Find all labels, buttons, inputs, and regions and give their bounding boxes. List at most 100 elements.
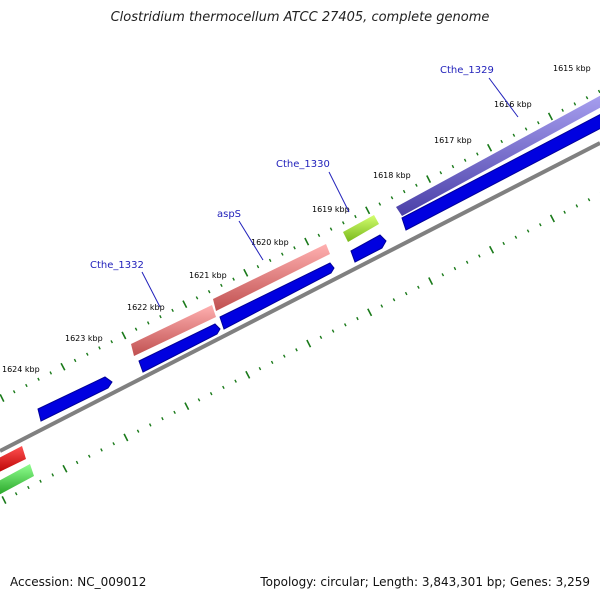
major-tick bbox=[60, 362, 66, 371]
gene-label-asps[interactable]: aspS bbox=[217, 209, 241, 220]
major-tick bbox=[426, 175, 432, 183]
map-title: Clostridium thermocellum ATCC 27405, com… bbox=[110, 10, 490, 25]
minor-tick bbox=[465, 260, 469, 264]
major-tick bbox=[306, 339, 312, 348]
genome-summary-text: Topology: circular; Length: 3,843,301 bp… bbox=[260, 575, 590, 589]
minor-tick bbox=[526, 229, 530, 233]
minor-tick bbox=[39, 479, 42, 483]
major-tick bbox=[123, 433, 129, 442]
gene-red-bar[interactable] bbox=[0, 446, 26, 474]
minor-tick bbox=[502, 241, 506, 246]
major-tick bbox=[547, 112, 554, 121]
minor-tick bbox=[453, 266, 457, 271]
gene-green-bar[interactable] bbox=[0, 464, 34, 497]
minor-tick bbox=[100, 448, 103, 452]
inner-tick-row bbox=[1, 192, 600, 504]
minor-tick bbox=[378, 202, 382, 206]
cds-asps[interactable] bbox=[219, 262, 335, 330]
minor-tick bbox=[415, 183, 418, 187]
minor-tick bbox=[134, 327, 138, 331]
minor-tick bbox=[524, 127, 528, 131]
gene-cthe-1329-bar[interactable] bbox=[396, 93, 600, 216]
tick-label: 1616 kbp bbox=[494, 100, 532, 109]
minor-tick bbox=[390, 196, 394, 200]
cds-cthe-1329[interactable] bbox=[401, 112, 600, 231]
minor-tick bbox=[280, 252, 284, 256]
minor-tick bbox=[573, 102, 577, 106]
minor-tick bbox=[476, 152, 479, 156]
minor-tick bbox=[331, 329, 335, 333]
minor-tick bbox=[392, 298, 396, 302]
minor-tick bbox=[25, 383, 28, 388]
minor-tick bbox=[561, 108, 564, 112]
gene-label-cthe-1330[interactable]: Cthe_1330 bbox=[276, 159, 330, 170]
major-tick bbox=[1, 496, 7, 504]
tick-label: 1622 kbp bbox=[127, 303, 165, 312]
minor-tick bbox=[98, 346, 101, 350]
minor-tick bbox=[173, 410, 176, 415]
minor-tick bbox=[417, 285, 420, 289]
gene-asps-bar[interactable] bbox=[213, 244, 330, 311]
leader-line-cthe-1329 bbox=[488, 77, 519, 118]
minor-tick bbox=[14, 492, 18, 496]
minor-tick bbox=[500, 139, 504, 144]
minor-tick bbox=[478, 254, 481, 258]
tick-label: 1619 kbp bbox=[312, 205, 350, 214]
major-tick bbox=[184, 402, 190, 411]
minor-tick bbox=[317, 233, 321, 238]
minor-tick bbox=[27, 485, 30, 490]
cds-cthe-1330[interactable] bbox=[350, 234, 387, 263]
minor-tick bbox=[85, 352, 89, 356]
minor-tick bbox=[234, 379, 237, 383]
minor-tick bbox=[514, 235, 518, 239]
major-tick bbox=[0, 394, 5, 402]
cds-left[interactable] bbox=[37, 376, 113, 422]
major-tick bbox=[245, 370, 251, 379]
minor-tick bbox=[354, 214, 357, 219]
major-tick bbox=[428, 277, 434, 285]
gene-label-cthe-1329[interactable]: Cthe_1329 bbox=[440, 65, 494, 76]
minor-tick bbox=[404, 291, 408, 296]
major-tick bbox=[488, 245, 495, 254]
tick-label: 1615 kbp bbox=[553, 64, 591, 73]
minor-tick bbox=[402, 189, 406, 194]
major-tick bbox=[243, 268, 249, 277]
minor-tick bbox=[195, 296, 199, 300]
accession-text: Accession: NC_009012 bbox=[10, 575, 147, 589]
minor-tick bbox=[439, 171, 443, 175]
leader-line-cthe-1332 bbox=[141, 271, 161, 308]
minor-tick bbox=[159, 314, 162, 319]
tick-label: 1621 kbp bbox=[189, 271, 227, 280]
gene-cthe-1330-bar[interactable] bbox=[343, 215, 379, 242]
cds-cthe-1332[interactable] bbox=[138, 323, 221, 373]
tick-label: 1620 kbp bbox=[251, 238, 289, 247]
minor-tick bbox=[268, 258, 272, 263]
minor-tick bbox=[563, 210, 566, 214]
minor-tick bbox=[146, 321, 150, 325]
minor-tick bbox=[51, 473, 55, 477]
major-tick bbox=[304, 237, 310, 246]
major-tick bbox=[365, 206, 371, 215]
leader-line-asps bbox=[238, 220, 264, 261]
minor-tick bbox=[75, 460, 79, 465]
minor-tick bbox=[197, 398, 201, 402]
minor-tick bbox=[148, 423, 152, 427]
gene-label-cthe-1332[interactable]: Cthe_1332 bbox=[90, 260, 144, 271]
minor-tick bbox=[341, 221, 345, 225]
minor-tick bbox=[329, 227, 333, 231]
minor-tick bbox=[171, 308, 174, 313]
tick-label: 1617 kbp bbox=[434, 136, 472, 145]
minor-tick bbox=[319, 335, 323, 340]
minor-tick bbox=[380, 304, 384, 308]
minor-tick bbox=[256, 264, 260, 269]
minor-tick bbox=[37, 377, 40, 381]
minor-tick bbox=[110, 340, 114, 344]
gene-cthe-1332-bar[interactable] bbox=[131, 305, 216, 356]
major-tick bbox=[367, 308, 373, 317]
minor-tick bbox=[161, 416, 164, 421]
minor-tick bbox=[136, 429, 140, 433]
minor-tick bbox=[270, 360, 274, 365]
minor-tick bbox=[209, 391, 213, 396]
minor-tick bbox=[295, 348, 298, 352]
